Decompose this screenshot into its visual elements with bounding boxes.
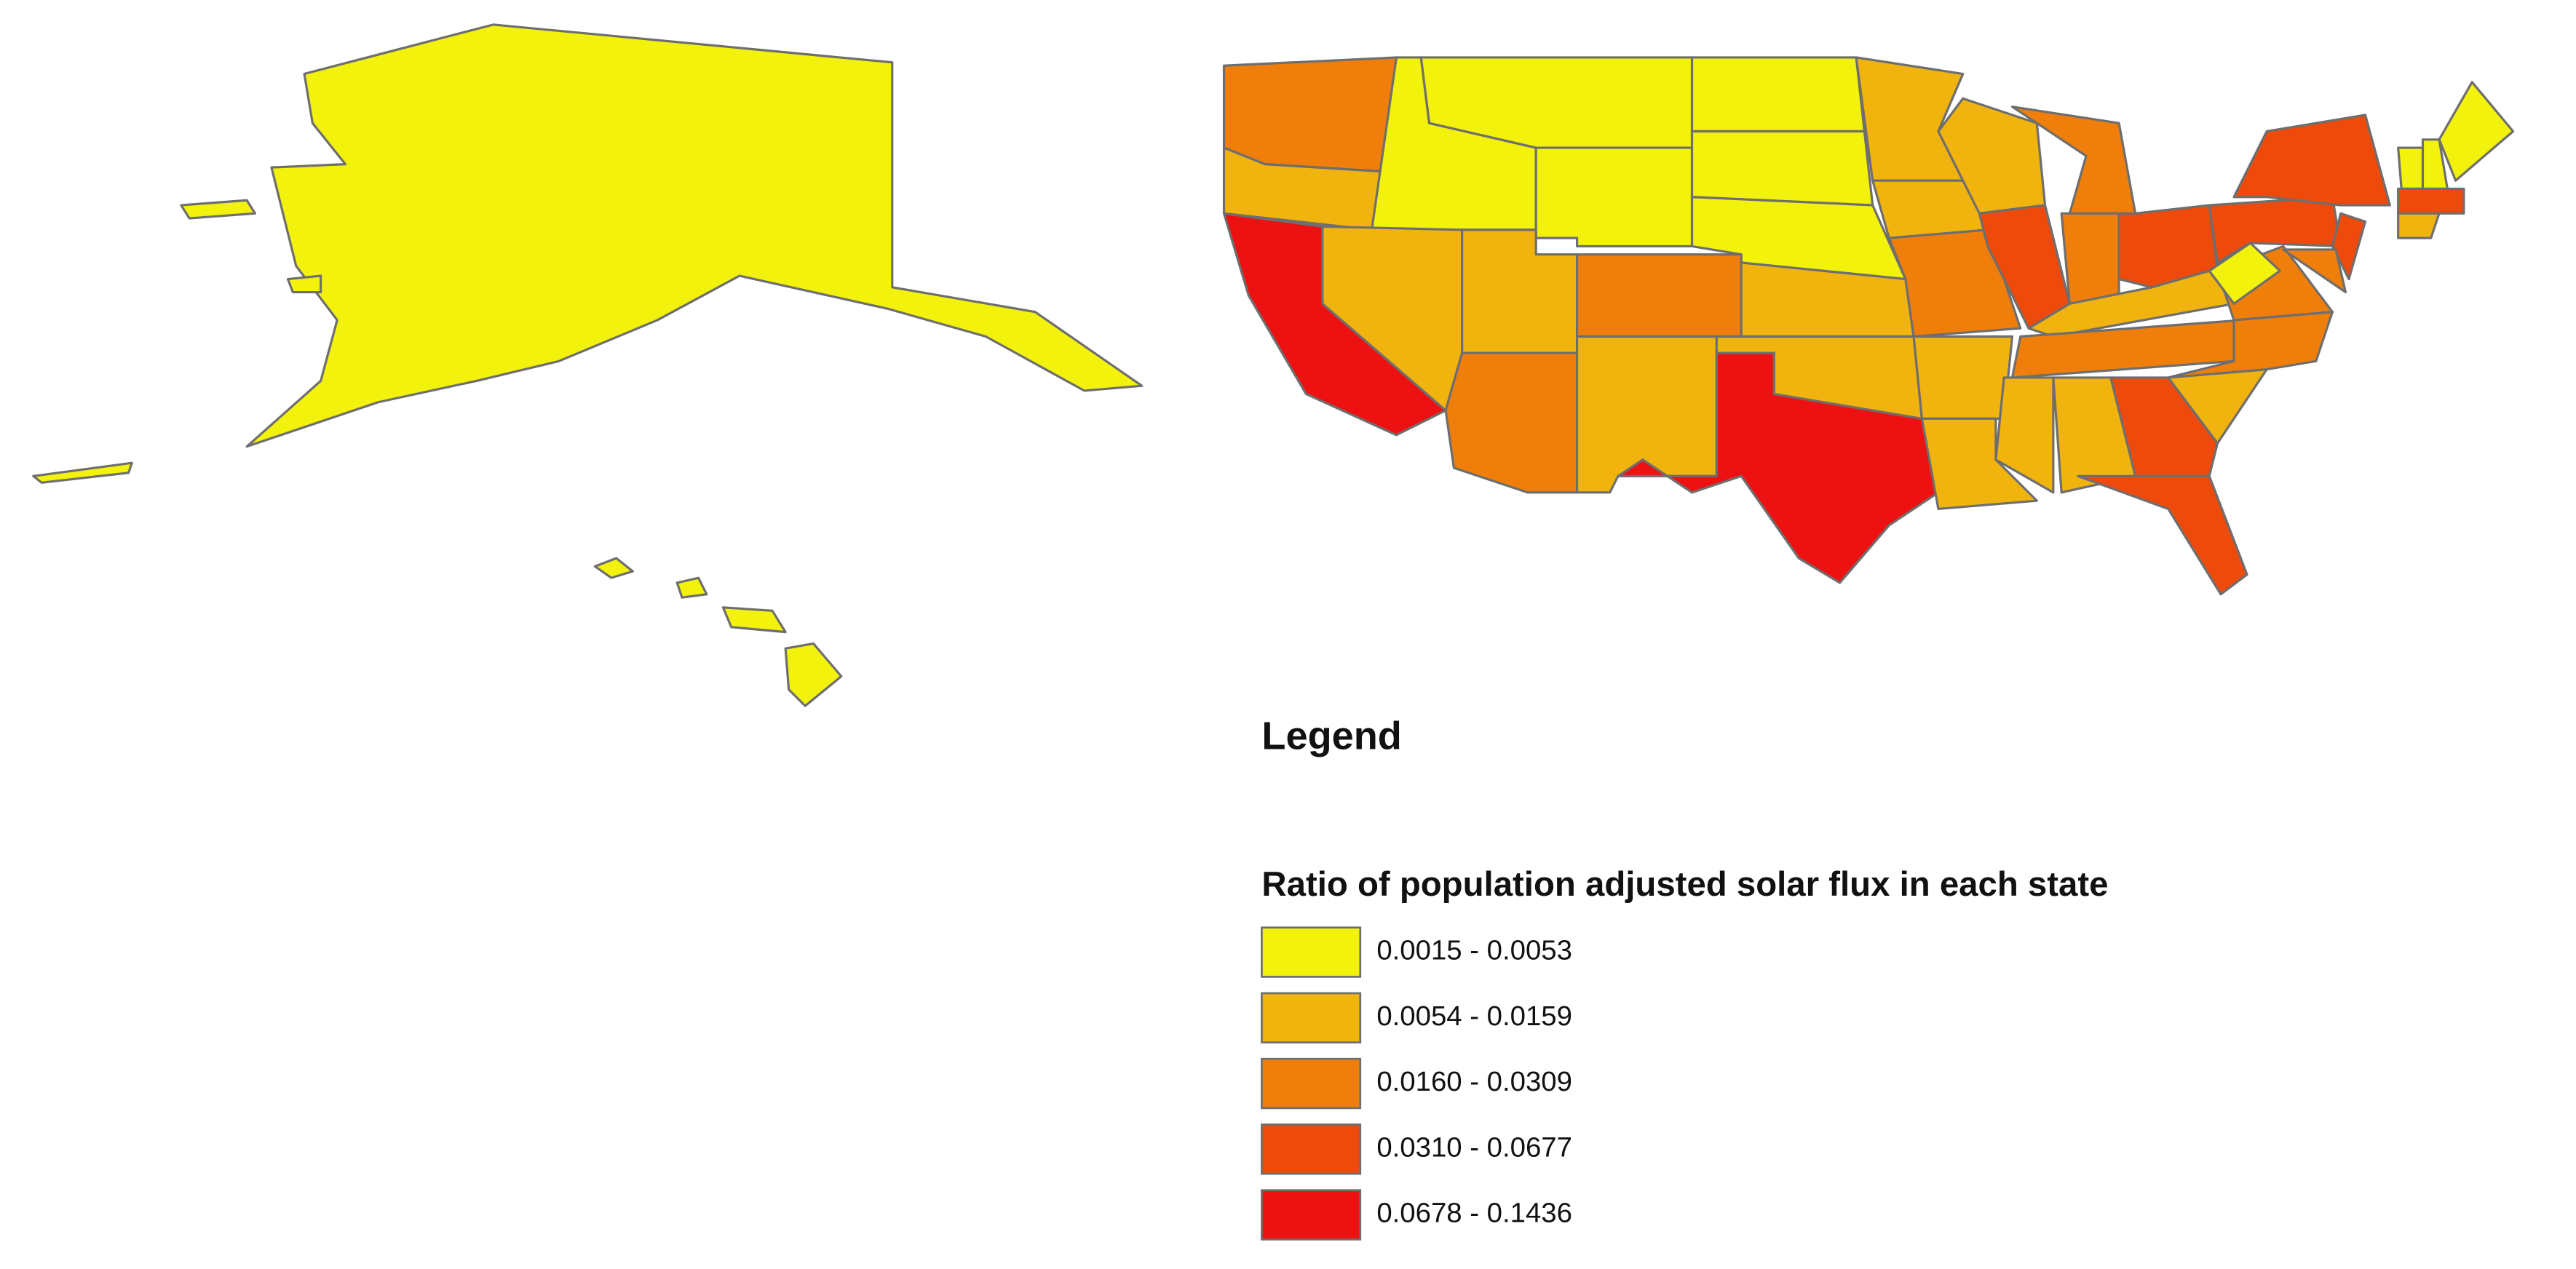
legend-label: 0.0015 - 0.0053 (1376, 935, 1572, 966)
state (1617, 351, 1940, 584)
state (593, 557, 634, 579)
state (2109, 376, 2219, 477)
state (721, 606, 787, 634)
legend-swatch (1261, 1189, 1362, 1241)
state (1920, 417, 2038, 510)
state (1461, 228, 1579, 354)
state (180, 199, 256, 220)
state (675, 576, 708, 599)
state (1576, 253, 1743, 338)
state (2331, 212, 2367, 281)
legend-label: 0.0054 - 0.0159 (1376, 1001, 1572, 1032)
state (1690, 56, 1866, 133)
state (1444, 351, 1579, 494)
state (1534, 146, 1694, 248)
legend-swatch (1261, 1057, 1362, 1110)
state (245, 23, 1144, 448)
state (1887, 228, 2022, 338)
legend-title: Ratio of population adjusted solar flux … (1261, 865, 2108, 904)
legend-swatch (1261, 1123, 1362, 1175)
legend-swatch (1261, 926, 1362, 978)
legend-label: 0.0310 - 0.0677 (1376, 1131, 1572, 1163)
state (32, 461, 133, 484)
states (32, 23, 2515, 707)
state (2060, 212, 2120, 305)
state (2077, 474, 2248, 596)
state (1690, 130, 1874, 207)
legend-label: 0.0678 - 0.1436 (1376, 1198, 1572, 1229)
legend-swatch (1261, 992, 1362, 1044)
state (1912, 335, 2014, 420)
state (2397, 187, 2465, 215)
state (2438, 81, 2515, 182)
legend: 0.0015 - 0.0053 0.0054 - 0.0159 0.0160 - 0… (1261, 926, 1572, 1241)
state (2397, 146, 2425, 191)
state (286, 274, 322, 294)
legend-label: 0.0160 - 0.0309 (1376, 1066, 1572, 1097)
state (1222, 56, 1398, 174)
state (784, 642, 843, 707)
state (1994, 376, 2055, 494)
state (2232, 114, 2391, 207)
state (2397, 212, 2441, 239)
state (2282, 248, 2347, 294)
legend-heading: Legend (1261, 715, 1401, 758)
